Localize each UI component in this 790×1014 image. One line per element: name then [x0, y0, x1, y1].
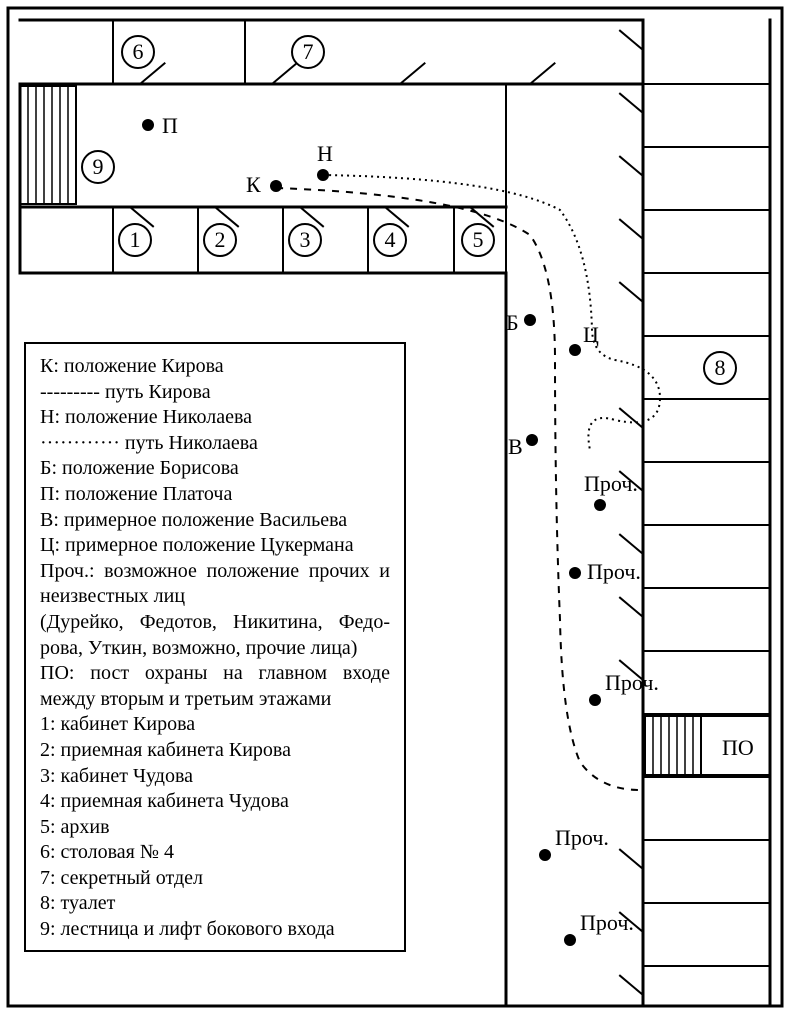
point-label: Б: [506, 310, 519, 335]
point-marker: [594, 499, 606, 511]
legend-line: П: положение Платоча: [40, 482, 390, 508]
legend-line: Н: положение Николаева: [40, 405, 390, 431]
point-label: Ц: [583, 322, 599, 347]
legend-line: ПО: пост охраны на главном входе между в…: [40, 661, 390, 712]
legend-line: 6: столовая № 4: [40, 840, 390, 866]
point-marker: [569, 567, 581, 579]
point-marker: [526, 434, 538, 446]
room-number: 9: [93, 154, 104, 179]
room-number: 8: [715, 355, 726, 380]
point-marker: [317, 169, 329, 181]
point-label: П: [162, 113, 178, 138]
point-label: Проч.: [605, 670, 659, 695]
room-number: 3: [300, 227, 311, 252]
legend-line: 8: туалет: [40, 891, 390, 917]
floor-plan-diagram: 6 7 9 1 2 3 4 5 8 П К Н Б Ц В Проч. Проч. Проч. Проч. Проч.…: [0, 0, 790, 1014]
room-number: 6: [133, 39, 144, 64]
legend-line: 5: архив: [40, 815, 390, 841]
room-number: 1: [130, 227, 141, 252]
point-marker: [524, 314, 536, 326]
point-label: Проч.: [587, 559, 641, 584]
legend-line: Проч.: возможное положение прочих и неиз…: [40, 559, 390, 610]
point-label: Проч.: [584, 471, 638, 496]
legend-line: 7: секретный отдел: [40, 866, 390, 892]
point-marker: [142, 119, 154, 131]
legend-line: 3: кабинет Чудова: [40, 764, 390, 790]
point-label: Проч.: [555, 825, 609, 850]
legend-line: Ц: примерное положение Цукермана: [40, 533, 390, 559]
legend-line: 4: приемная кабинета Чудова: [40, 789, 390, 815]
room-number: 4: [385, 227, 396, 252]
point-marker: [589, 694, 601, 706]
legend-line: Б: положение Борисова: [40, 456, 390, 482]
point-label: К: [246, 172, 261, 197]
legend-line: К: положение Кирова: [40, 354, 390, 380]
point-label: В: [508, 434, 523, 459]
room-number: 7: [303, 39, 314, 64]
po-label: ПО: [722, 735, 754, 760]
legend-line: В: примерное положение Васильева: [40, 508, 390, 534]
point-marker: [569, 344, 581, 356]
legend-line: 9: лестница и лифт бокового входа: [40, 917, 390, 943]
legend-line: ············ путь Николаева: [40, 431, 390, 457]
legend-box: К: положение Кирова--------- путь Кирова…: [24, 342, 406, 952]
point-marker: [564, 934, 576, 946]
room-number: 5: [473, 227, 484, 252]
room-number: 2: [215, 227, 226, 252]
legend-line: 1: кабинет Кирова: [40, 712, 390, 738]
point-label: Проч.: [580, 910, 634, 935]
point-label: Н: [317, 141, 333, 166]
point-marker: [539, 849, 551, 861]
point-marker: [270, 180, 282, 192]
legend-line: 2: приемная кабинета Кирова: [40, 738, 390, 764]
legend-line: (Дурейко, Федотов, Никитина, Федо­рова, …: [40, 610, 390, 661]
legend-line: --------- путь Кирова: [40, 380, 390, 406]
